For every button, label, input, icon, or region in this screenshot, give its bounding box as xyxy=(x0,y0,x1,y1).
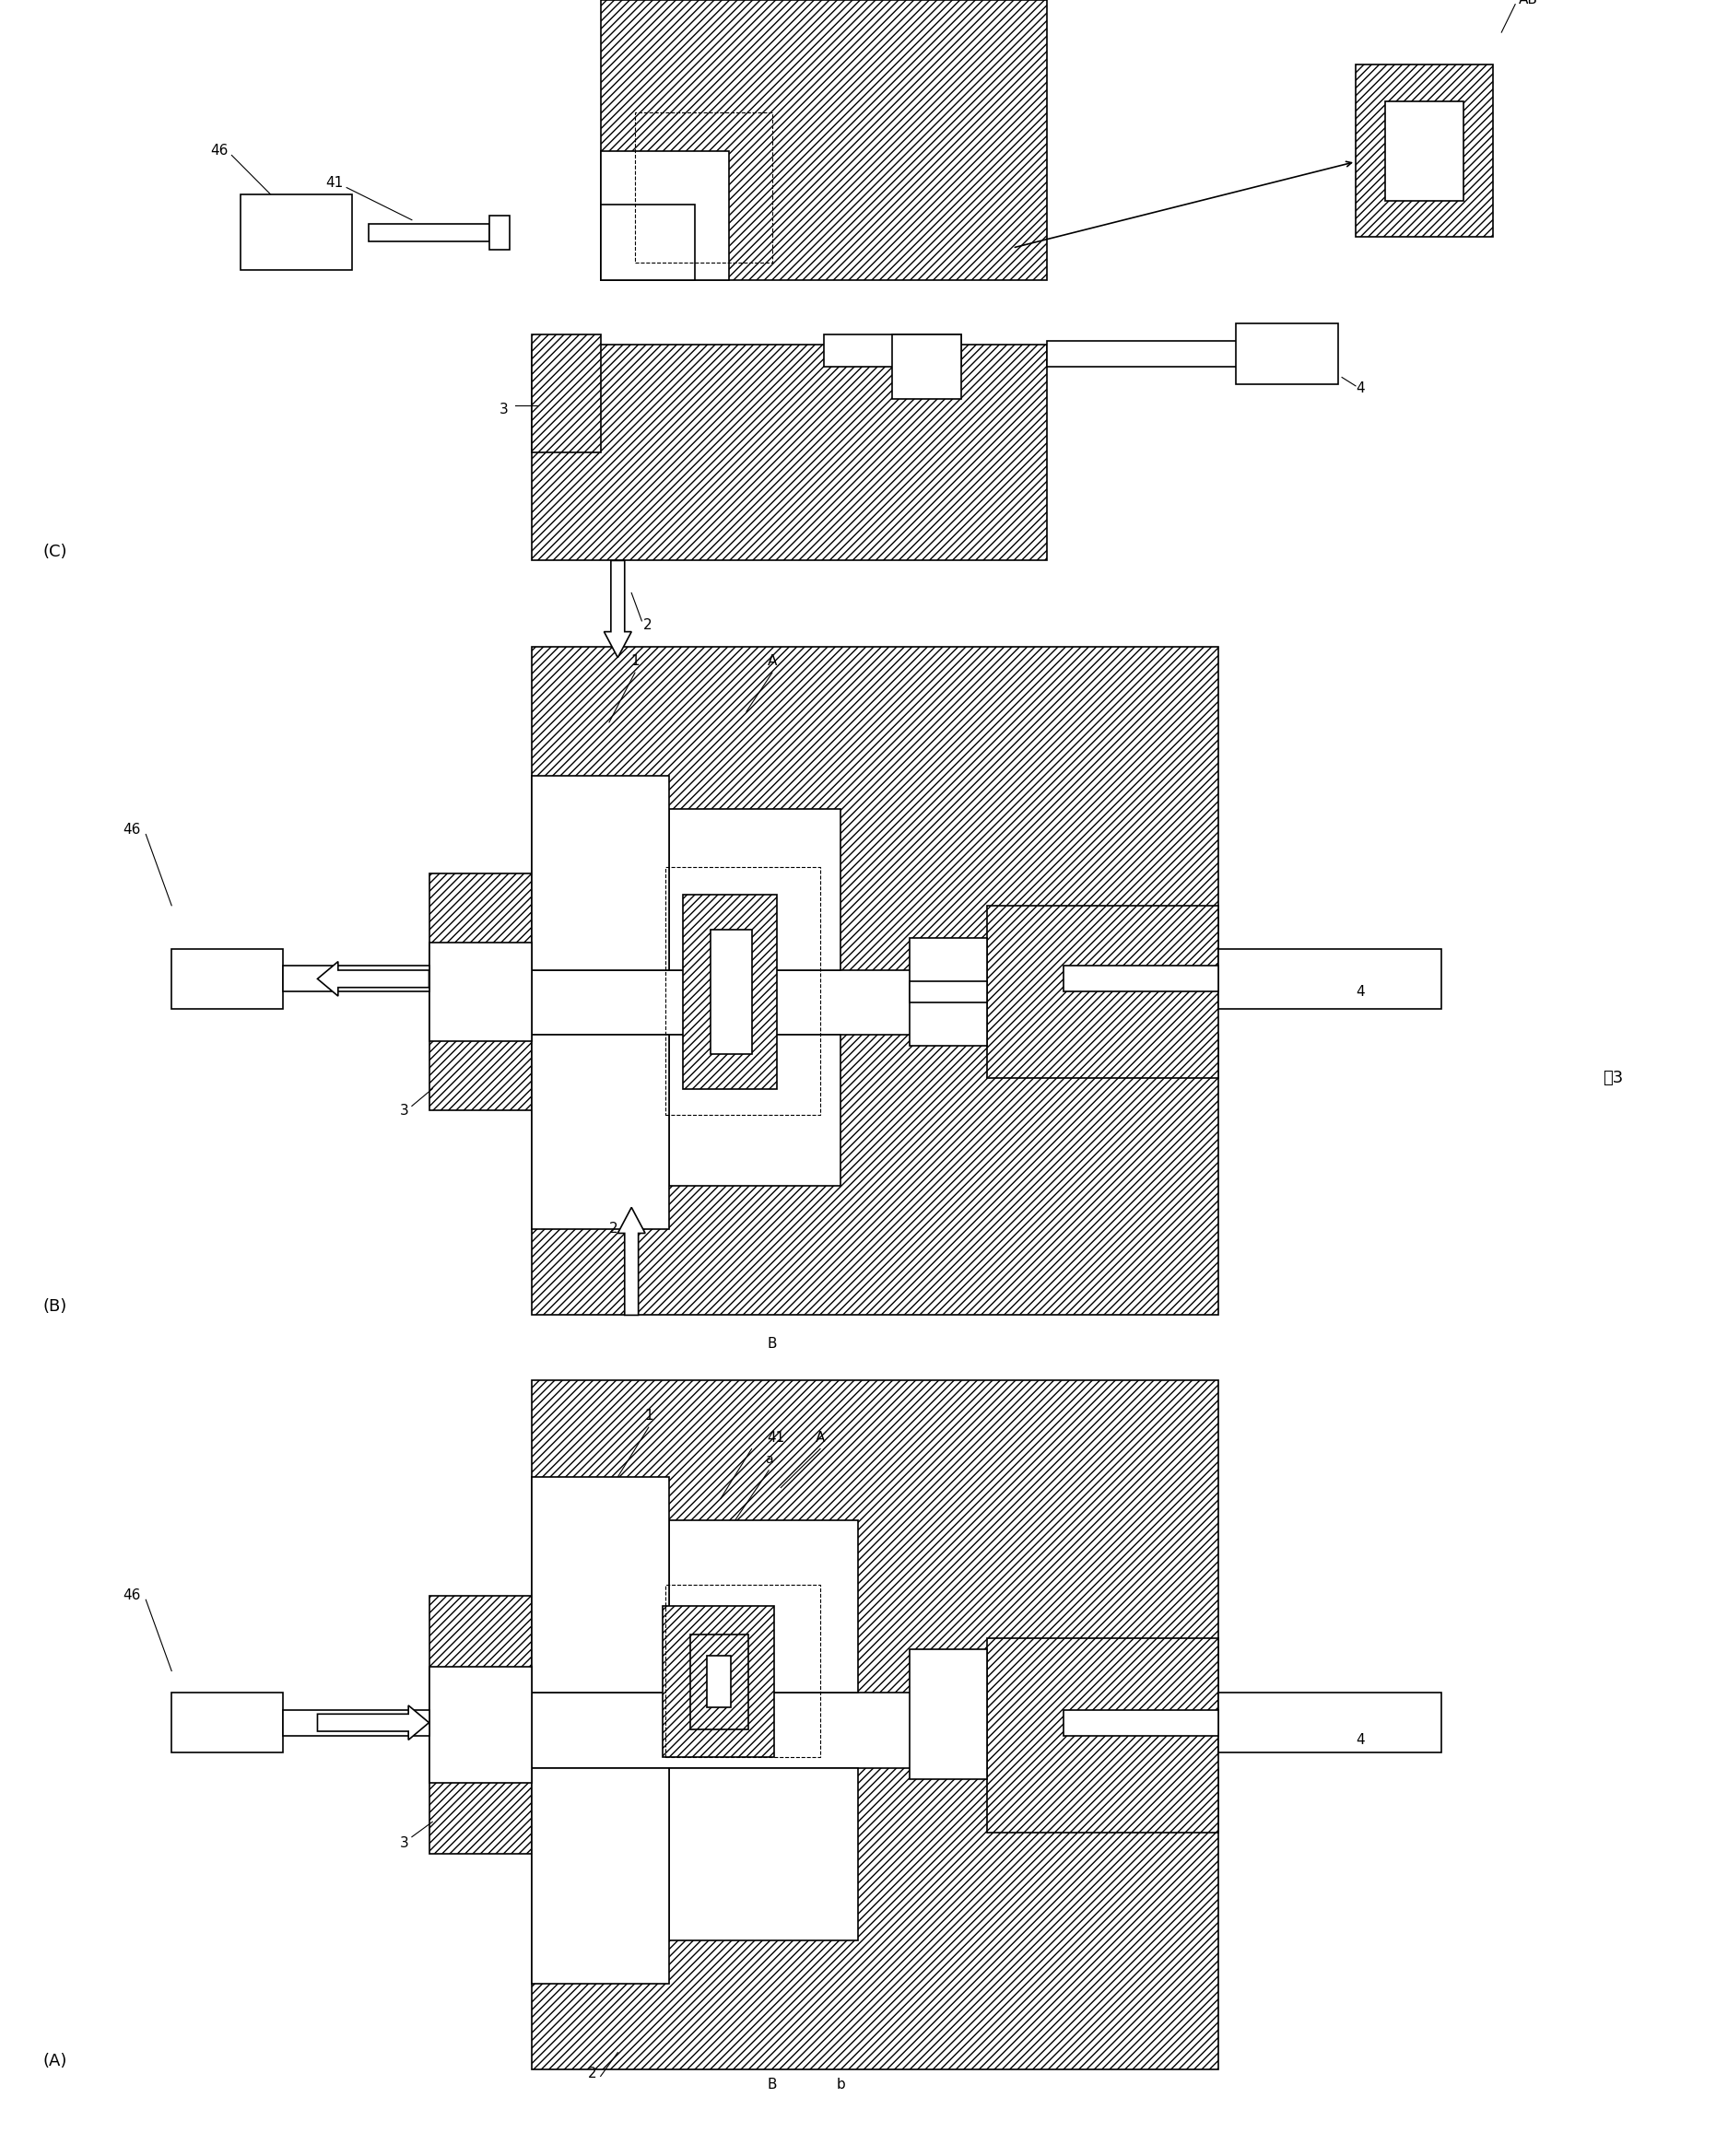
Text: 4: 4 xyxy=(1356,1733,1364,1746)
Text: 41: 41 xyxy=(326,177,343,190)
Bar xyxy=(429,873,532,1110)
Polygon shape xyxy=(604,561,631,658)
Bar xyxy=(669,1520,858,1692)
Bar xyxy=(683,895,777,1089)
Text: (A): (A) xyxy=(43,2053,67,2070)
Bar xyxy=(987,1639,1218,1833)
Bar xyxy=(489,216,510,250)
Bar xyxy=(429,942,532,1041)
Bar xyxy=(532,1477,669,1692)
Bar xyxy=(909,938,987,1046)
Bar xyxy=(710,929,752,1054)
Bar xyxy=(690,1634,748,1729)
Bar xyxy=(909,1649,987,1779)
Text: 46: 46 xyxy=(124,1589,141,1602)
Bar xyxy=(1047,341,1321,367)
Text: 41: 41 xyxy=(767,1432,784,1445)
Text: 46: 46 xyxy=(211,144,228,157)
Bar xyxy=(1236,323,1338,384)
Bar xyxy=(909,981,987,1003)
Bar xyxy=(662,1606,774,1757)
Bar xyxy=(987,906,1218,1078)
Bar xyxy=(369,224,489,241)
Text: A: A xyxy=(767,655,777,668)
Text: B: B xyxy=(767,1337,777,1350)
Bar xyxy=(532,345,1047,561)
Text: 4: 4 xyxy=(1356,985,1364,998)
Bar xyxy=(1218,949,1441,1009)
Text: A: A xyxy=(815,1432,825,1445)
Bar xyxy=(532,1380,1218,1692)
Text: 4: 4 xyxy=(1356,382,1364,395)
Bar xyxy=(172,949,283,1009)
Bar xyxy=(601,151,729,280)
Bar xyxy=(1385,101,1464,201)
Bar xyxy=(1356,65,1493,237)
Bar xyxy=(1218,1692,1441,1753)
Bar xyxy=(707,1656,731,1708)
Bar xyxy=(532,647,1218,970)
Text: 1: 1 xyxy=(644,1410,654,1423)
Bar xyxy=(892,334,961,399)
Text: 2: 2 xyxy=(609,1222,618,1235)
Bar xyxy=(532,1768,669,1984)
Text: B: B xyxy=(767,2078,777,2091)
Bar xyxy=(283,1710,429,1736)
Text: b: b xyxy=(836,2078,846,2091)
Text: 2: 2 xyxy=(589,2068,597,2081)
Bar xyxy=(532,334,601,453)
Bar xyxy=(532,1768,1218,2070)
Bar xyxy=(601,0,1047,280)
Bar xyxy=(824,334,961,367)
Text: 3: 3 xyxy=(400,1104,408,1117)
Bar xyxy=(532,1035,669,1229)
Bar xyxy=(669,808,841,970)
Polygon shape xyxy=(618,1207,645,1315)
Bar xyxy=(429,1667,532,1783)
Bar xyxy=(601,205,695,280)
Text: 3: 3 xyxy=(499,403,508,416)
Text: AB: AB xyxy=(1519,0,1538,6)
Bar xyxy=(532,1035,1218,1315)
Polygon shape xyxy=(317,1705,429,1740)
Text: 図3: 図3 xyxy=(1603,1069,1623,1087)
Bar xyxy=(429,1595,532,1854)
Text: 46: 46 xyxy=(124,824,141,837)
Bar xyxy=(283,966,429,992)
Text: 2: 2 xyxy=(644,619,652,632)
Text: 3: 3 xyxy=(400,1837,408,1850)
Bar xyxy=(240,194,352,270)
Bar xyxy=(669,1768,858,1940)
Bar xyxy=(669,1035,841,1186)
Text: (C): (C) xyxy=(43,543,67,561)
Text: a: a xyxy=(765,1453,772,1466)
Polygon shape xyxy=(317,962,429,996)
Text: 1: 1 xyxy=(630,655,640,668)
Text: (B): (B) xyxy=(43,1298,67,1315)
Bar xyxy=(1064,966,1218,992)
Bar xyxy=(1064,1710,1218,1736)
Bar xyxy=(532,776,669,970)
Bar xyxy=(172,1692,283,1753)
